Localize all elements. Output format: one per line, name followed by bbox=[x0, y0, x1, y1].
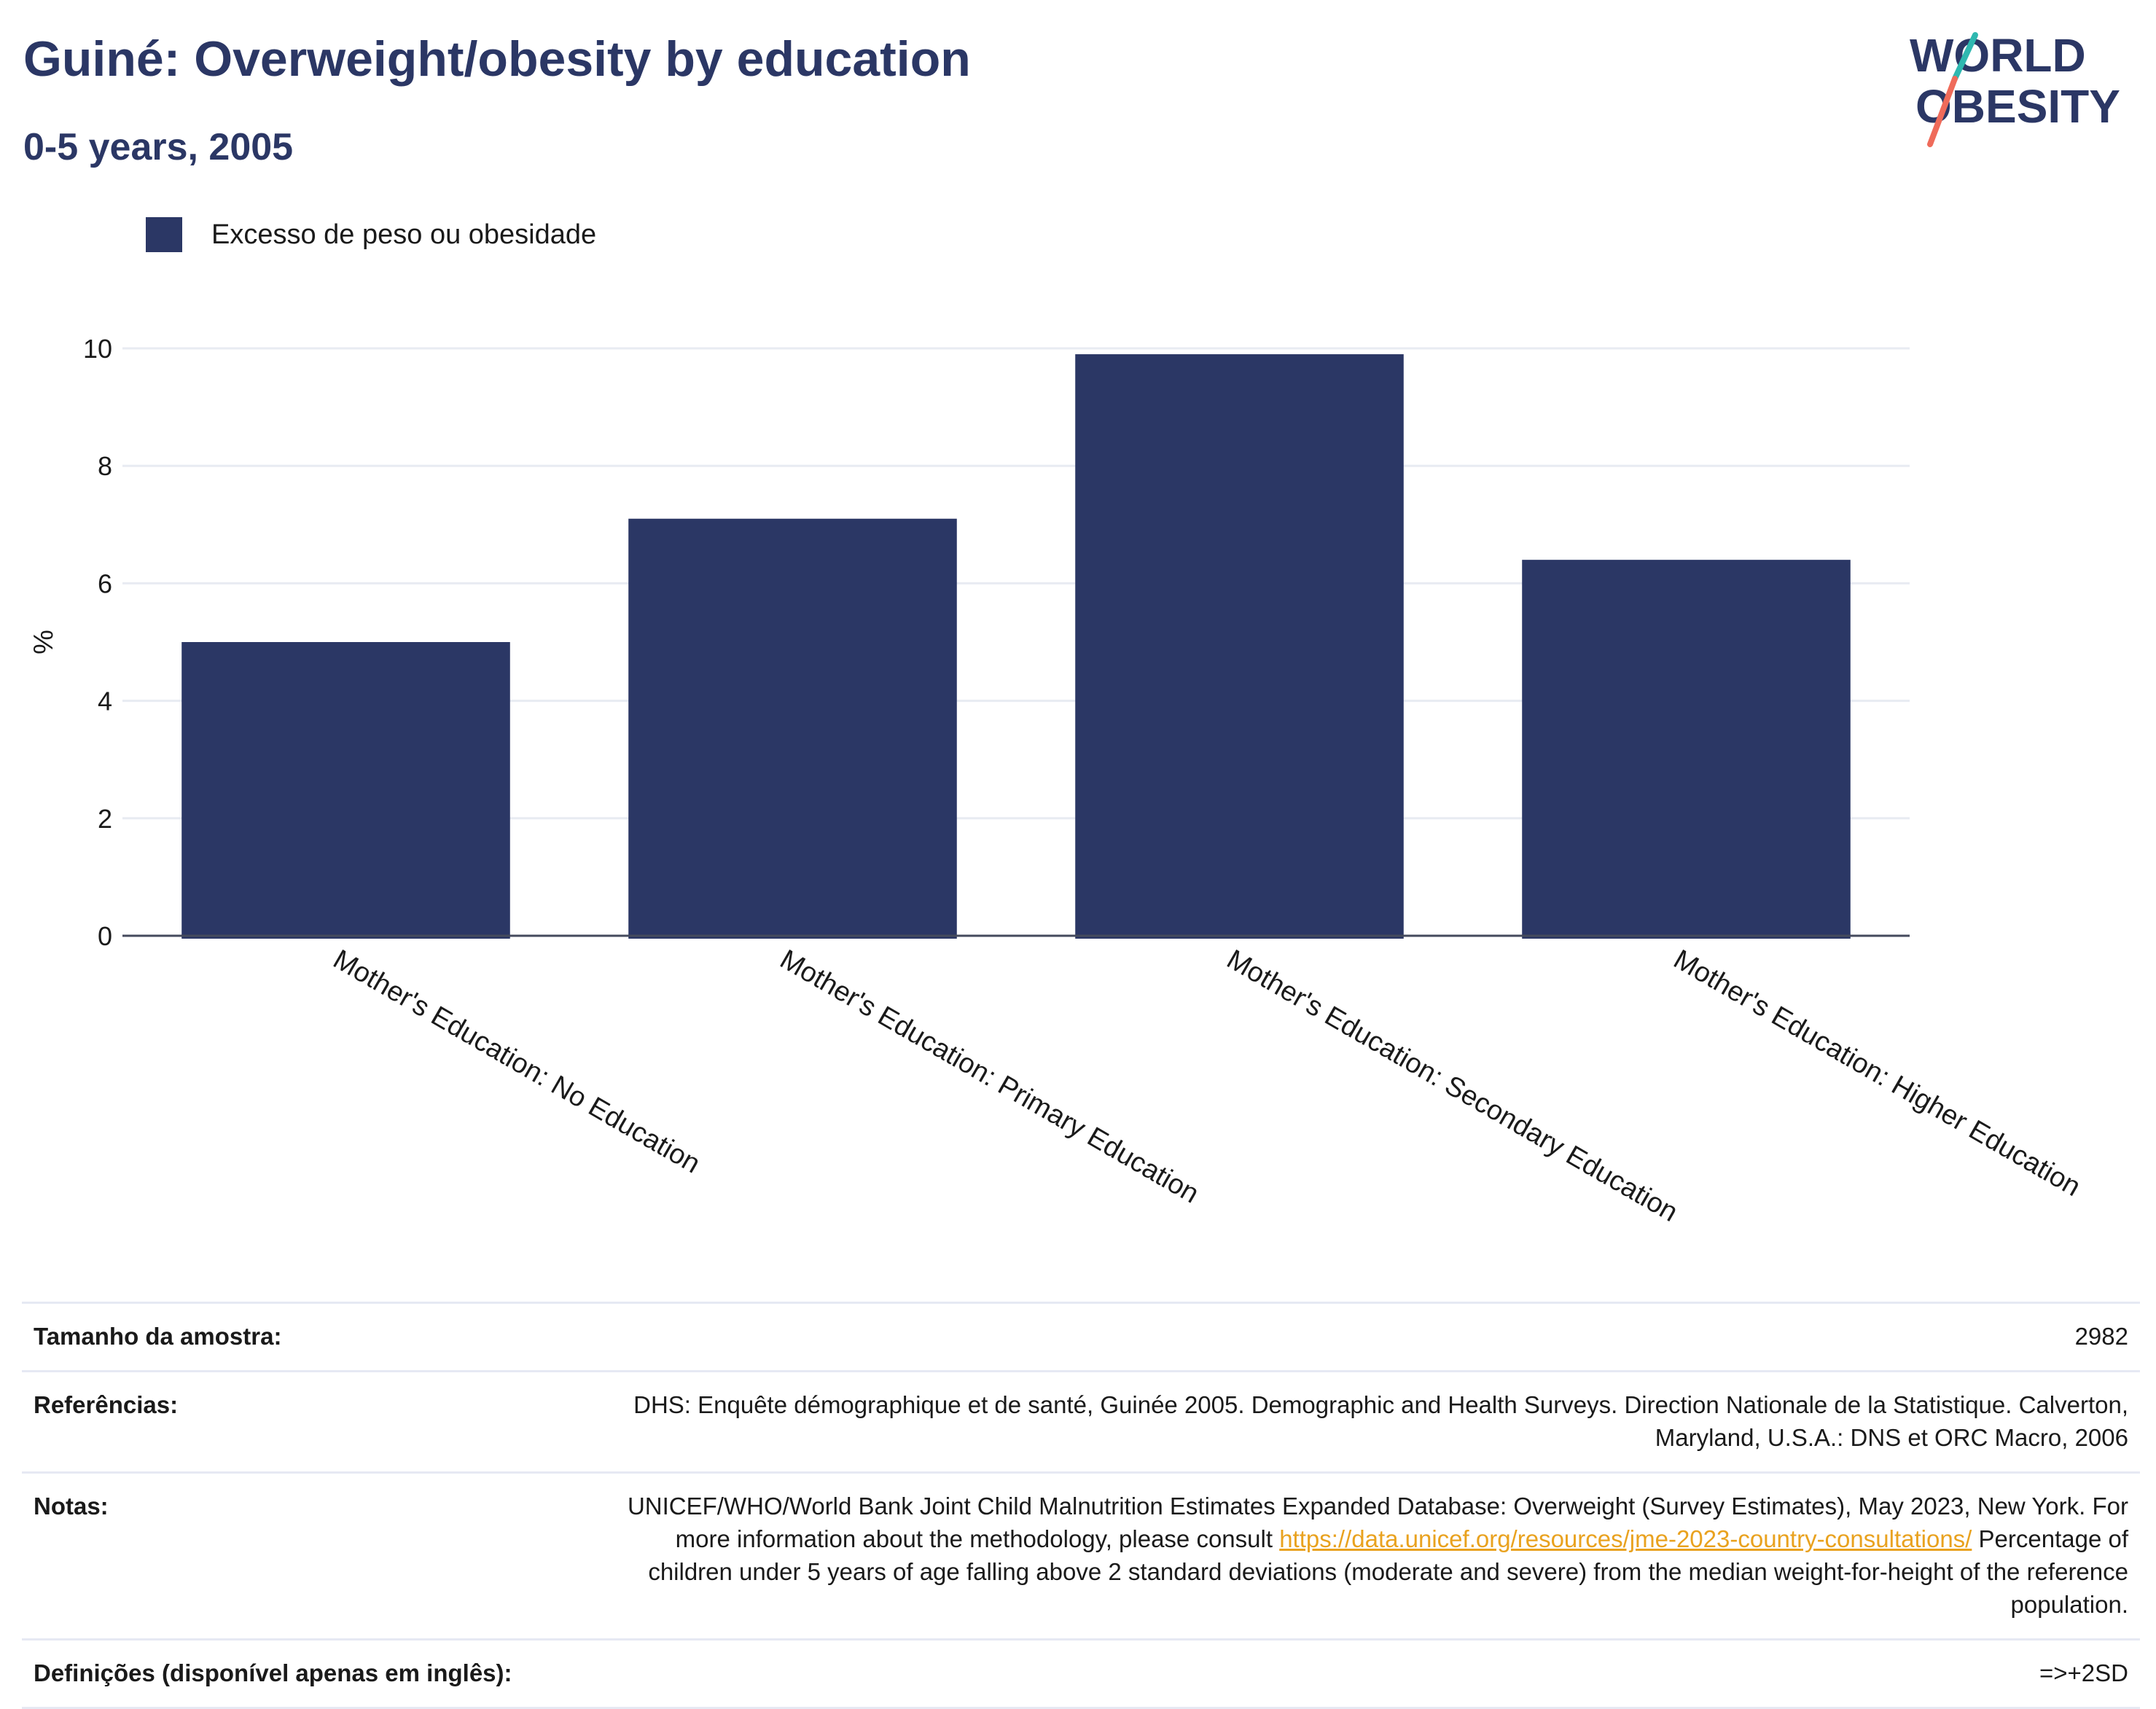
logo-line1: WORLD bbox=[1910, 29, 2086, 82]
y-tick-label: 0 bbox=[98, 921, 112, 951]
y-tick-label: 10 bbox=[83, 334, 112, 364]
y-tick-label: 4 bbox=[98, 687, 112, 716]
y-axis-title: % bbox=[28, 630, 59, 654]
bar bbox=[628, 518, 957, 939]
sample-label: Tamanho da amostra: bbox=[34, 1323, 282, 1350]
chart-footer: Tamanho da amostra: 2982 Referências: DH… bbox=[22, 1302, 2140, 1709]
notes-text-1: UNICEF/WHO/World Bank Joint Child Malnut… bbox=[627, 1493, 2128, 1552]
chart-legend: Excesso de peso ou obesidade bbox=[146, 217, 596, 252]
y-tick-label: 8 bbox=[98, 451, 112, 481]
legend-label: Excesso de peso ou obesidade bbox=[211, 219, 597, 250]
chart-subtitle: 0-5 years, 2005 bbox=[23, 126, 294, 168]
bar-chart: 0 2 4 6 8 10% Mother's Education: No Education… bbox=[28, 334, 2085, 1228]
footer-row-sample: Tamanho da amostra: 2982 bbox=[22, 1302, 2140, 1370]
y-tick-label: 6 bbox=[98, 568, 112, 598]
chart-title: Guiné: Overweight/obesity by education bbox=[23, 31, 971, 87]
notes-value: UNICEF/WHO/World Bank Joint Child Malnut… bbox=[598, 1490, 2128, 1621]
notes-label: Notas: bbox=[34, 1493, 109, 1520]
bar bbox=[1075, 354, 1404, 939]
bar bbox=[1522, 560, 1851, 939]
notes-text-2: Percentage of children under 5 years of … bbox=[648, 1525, 2128, 1618]
logo-slash-coral bbox=[1927, 76, 1958, 147]
logo-slash-teal bbox=[1952, 32, 1978, 82]
definitions-label: Definições (disponível apenas em inglês)… bbox=[34, 1659, 512, 1686]
x-tick-label: Mother's Education: Primary Education bbox=[775, 944, 1204, 1209]
world-obesity-logo: WORLD OBESITY bbox=[1910, 29, 2120, 147]
bar bbox=[181, 642, 510, 939]
references-label: Referências: bbox=[34, 1391, 179, 1418]
x-tick-label: Mother's Education: Higher Education bbox=[1668, 944, 2085, 1202]
definitions-value: =>+2SD bbox=[2039, 1659, 2128, 1686]
x-tick-label: Mother's Education: Secondary Education bbox=[1222, 944, 1683, 1228]
x-tick-label: Mother's Education: No Education bbox=[328, 944, 706, 1179]
legend-swatch bbox=[146, 217, 182, 252]
footer-row-definitions: Definições (disponível apenas em inglês)… bbox=[22, 1638, 2140, 1709]
footer-row-notes: Notas: UNICEF/WHO/World Bank Joint Child… bbox=[22, 1471, 2140, 1638]
notes-link[interactable]: https://data.unicef.org/resources/jme-20… bbox=[1279, 1525, 1972, 1552]
footer-row-references: Referências: DHS: Enquête démographique … bbox=[22, 1370, 2140, 1471]
y-tick-label: 2 bbox=[98, 804, 112, 834]
sample-value: 2982 bbox=[2074, 1323, 2128, 1350]
references-value: DHS: Enquête démographique et de santé, … bbox=[633, 1391, 2128, 1451]
